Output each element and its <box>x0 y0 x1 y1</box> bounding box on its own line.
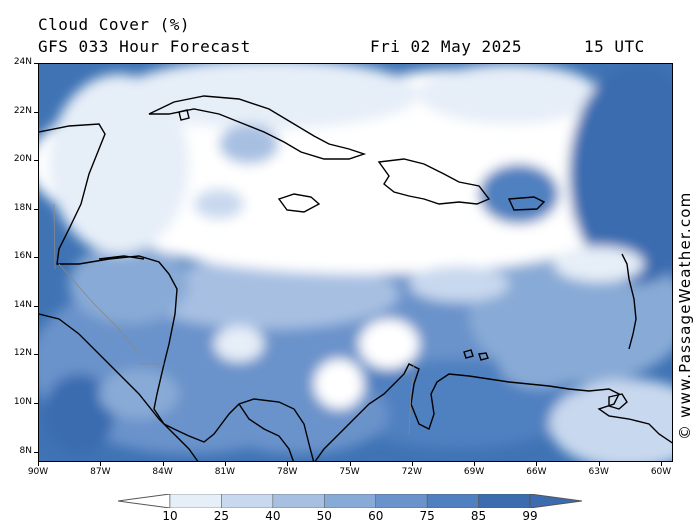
lon-label: 78W <box>277 467 298 477</box>
lon-label: 69W <box>463 467 485 477</box>
lon-label: 63W <box>588 467 609 477</box>
lat-label: 16N <box>13 251 32 261</box>
colorbar-label: 99 <box>522 509 538 523</box>
colorbar-cell <box>169 494 222 508</box>
lon-label: 66W <box>526 467 547 477</box>
colorbar-label: 85 <box>470 509 487 523</box>
colorbar-cell <box>272 494 325 508</box>
lat-tick <box>34 257 38 258</box>
colorbar-cell <box>221 494 274 508</box>
country-borders <box>53 203 415 435</box>
lat-tick <box>34 209 38 210</box>
lat-label: 20N <box>13 154 32 164</box>
lat-label: 18N <box>13 203 32 213</box>
forecast-time: 15 UTC <box>584 37 645 56</box>
lon-label: 75W <box>339 467 360 477</box>
lat-tick <box>34 63 38 64</box>
lat-label: 10N <box>13 397 32 407</box>
lat-tick <box>34 403 38 404</box>
lon-tick <box>474 462 476 466</box>
map-canvas <box>39 64 672 461</box>
colorbar-label: 50 <box>316 509 332 523</box>
lon-label: 87W <box>90 467 111 477</box>
colorbar-cell <box>324 494 376 508</box>
lat-tick <box>34 160 38 161</box>
lon-tick <box>536 462 538 466</box>
colorbar-label: 60 <box>368 509 384 523</box>
lon-tick <box>287 462 289 466</box>
lat-tick <box>34 452 38 453</box>
forecast-date: Fri 02 May 2025 <box>370 37 522 56</box>
lat-label: 14N <box>13 300 32 310</box>
lat-tick <box>34 354 38 355</box>
colorbar-label: 10 <box>162 509 178 523</box>
lat-label: 24N <box>13 57 32 67</box>
credit-text: © www.PassageWeather.com <box>676 191 694 440</box>
lon-label: 81W <box>214 467 236 477</box>
colorbar <box>118 494 582 508</box>
colorbar-cell <box>478 494 531 508</box>
colorbar-arrow-right <box>529 494 582 508</box>
lon-label: 84W <box>152 467 173 477</box>
chart-title: Cloud Cover (%) <box>38 15 190 34</box>
lon-tick <box>224 462 226 466</box>
lat-label: 8N <box>19 446 32 456</box>
lon-label: 60W <box>650 467 672 477</box>
colorbar-label: 40 <box>265 509 281 523</box>
lat-label: 12N <box>13 348 32 358</box>
lon-label: 72W <box>401 467 422 477</box>
lon-tick <box>598 462 600 466</box>
forecast-subtitle: GFS 033 Hour Forecast <box>38 37 251 56</box>
coastlines <box>39 95 672 461</box>
lat-tick <box>34 112 38 113</box>
colorbar-cell <box>426 494 479 508</box>
colorbar-cell <box>375 494 428 508</box>
lon-tick <box>411 462 413 466</box>
lon-tick <box>661 462 662 466</box>
lat-tick <box>34 306 38 307</box>
cloud-cover-map <box>38 63 673 462</box>
colorbar-arrow-left <box>118 494 171 508</box>
lat-label: 22N <box>13 106 32 116</box>
lon-tick <box>162 462 164 466</box>
lon-tick <box>38 462 39 466</box>
colorbar-label: 25 <box>213 509 230 523</box>
lon-tick <box>349 462 351 466</box>
lon-tick <box>100 462 102 466</box>
colorbar-label: 75 <box>419 509 435 523</box>
cloud-field <box>39 64 672 461</box>
lon-label: 90W <box>27 467 49 477</box>
